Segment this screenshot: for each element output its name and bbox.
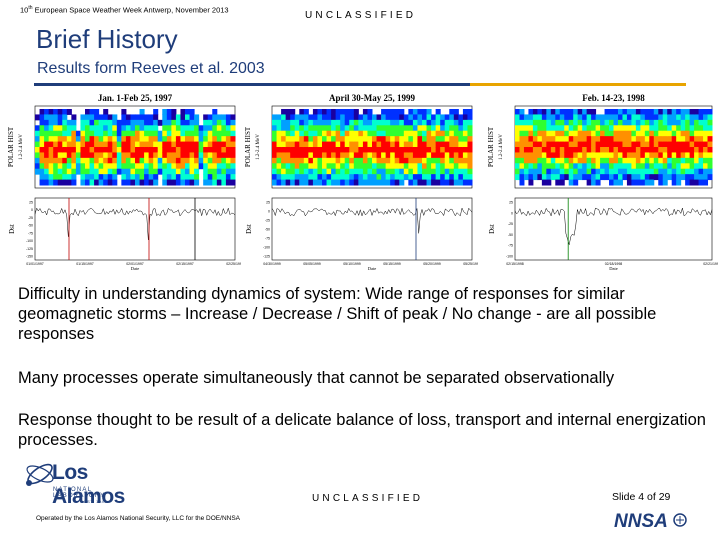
figure-title: Jan. 1-Feb 25, 1997 [98,93,173,103]
logo-subtitle: NATIONAL LABORATORY [53,487,106,499]
figure-panel-3: Feb. 14-23, 1998 POLAR HIST 1.2-2.4 MeV Dst… [485,90,718,270]
dst-tick-label: -125 [263,255,270,259]
los-alamos-logo: Los Alamos NATIONAL LABORATORY EST. 1943 [20,456,140,516]
date-tick-label: 02/15/1997 [176,262,194,266]
date-tick-label: 04/30/1999 [263,262,281,266]
flux-axis-label: POLAR HIST [244,126,252,167]
flux-energy-label: 1.2-2.4 MeV [256,134,261,160]
date-tick-label: 01/01/1997 [26,262,44,266]
dst-tick-label: -25 [265,219,270,223]
figure-title: April 30-May 25, 1999 [329,93,415,103]
slide-number: Slide 4 of 29 [612,491,671,503]
dst-tick-label: -100 [506,255,513,259]
nnsa-logo-text: NNSA [614,511,668,531]
dst-tick-label: -75 [265,237,270,241]
slide-title: Brief History [36,24,178,54]
dst-axis-label: Dst [488,224,496,234]
dst-axis-label: Dst [8,224,16,234]
dst-tick-label: -100 [263,246,270,250]
date-tick-label: 05/05/1999 [303,262,321,266]
dst-tick-label: -50 [265,228,270,232]
dst-tick-label: -25 [28,216,33,220]
figure-panel-1: Jan. 1-Feb 25, 1997 POLAR HIST 1.2-2.4 MeV… [5,90,241,270]
dst-tick-label: 25 [29,201,33,205]
dst-tick-label: -75 [28,231,33,235]
conference-text: European Space Weather Week Antwerp, Nov… [32,5,229,15]
title-rule [34,83,686,86]
date-tick-label: 01/15/1997 [76,262,94,266]
dst-tick-label: 25 [509,201,513,205]
dst-tick-label: 0 [31,208,33,212]
figure-title: Feb. 14-23, 1998 [582,93,645,103]
date-axis-label: Date [131,266,140,270]
paragraph-processes: Many processes operate simultaneously th… [18,369,615,387]
logo-established: EST. 1943 [84,499,107,504]
date-axis-label: Date [368,266,377,270]
date-tick-label: 05/10/1999 [343,262,361,266]
dst-tick-label: 0 [511,211,513,215]
dst-tick-label: -50 [28,224,33,228]
dst-tick-label: 25 [266,201,270,205]
date-tick-label: 02/18/1998 [605,262,623,266]
logo-name: Los Alamos [52,461,125,508]
dst-line [271,207,473,234]
dst-axis-label: Dst [245,224,253,234]
flux-energy-label: 1.2-2.4 MeV [499,134,504,160]
dst-tick-label: -125 [26,247,33,251]
conference-number-suffix: th [28,5,33,11]
flux-energy-label: 1.2-2.4 MeV [19,134,24,160]
operated-by-footer: Operated by the Los Alamos National Secu… [36,515,241,522]
date-tick-label: 02/01/1997 [126,262,144,266]
date-tick-label: 05/20/1999 [423,262,441,266]
classification-bottom: UNCLASSIFIED [312,493,424,504]
dst-line [514,207,713,245]
conference-number: 10 [20,5,29,15]
conference-header: 10th European Space Weather Week Antwerp… [20,5,229,15]
paragraph-response: Response thought to be result of a delic… [18,411,706,449]
atom-orbit-icon [26,463,54,486]
dst-line [34,207,236,240]
dst-tick-label: -50 [508,233,513,237]
flux-axis-label: POLAR HIST [487,126,495,167]
nnsa-logo: NNSA [614,511,687,531]
date-tick-label: 02/21/1998 [703,262,718,266]
classification-top: UNCLASSIFIED [305,10,417,21]
date-tick-label: 02/25/1997 [226,262,241,266]
dst-tick-label: -150 [26,255,33,259]
flux-axis-label: POLAR HIST [7,126,15,167]
dst-tick-label: -75 [508,244,513,248]
slide-subtitle: Results form Reeves et al. 2003 [37,60,265,77]
dst-tick-label: 0 [268,210,270,214]
dst-tick-label: -100 [26,239,33,243]
date-tick-label: 05/25/1999 [463,262,478,266]
paragraph-dynamics: Difficulty in understanding dynamics of … [18,285,657,343]
date-tick-label: 05/15/1999 [383,262,401,266]
date-tick-label: 02/15/1998 [506,262,524,266]
date-axis-label: Date [609,266,618,270]
dst-tick-label: -25 [508,222,513,226]
figure-panel-2: April 30-May 25, 1999 POLAR HIST 1.2-2.4 M… [242,90,478,270]
